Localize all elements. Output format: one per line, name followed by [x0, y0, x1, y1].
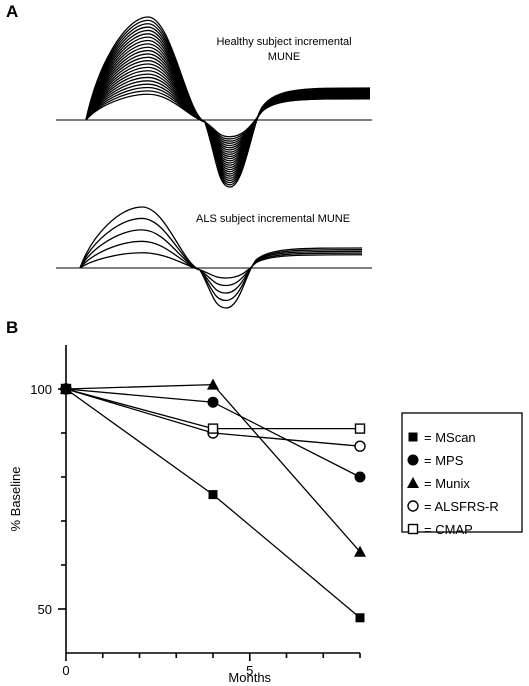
chart-axes: 50 100 0 5: [30, 345, 361, 678]
healthy-trace: [85, 53, 371, 164]
als-traces: [79, 206, 363, 309]
healthy-trace: [85, 70, 371, 153]
legend-marker-open-circle: [407, 500, 419, 512]
data-point-open-square: [354, 423, 366, 434]
series-line-filled-triangle: [65, 383, 361, 553]
y-axis-title: % Baseline: [8, 466, 23, 531]
panel-a: A Healthy subject incremental MUNE ALS s…: [6, 2, 372, 309]
x-tick-label: 0: [62, 663, 69, 678]
legend-label: = CMAP: [424, 522, 473, 537]
data-point-filled-square: [208, 490, 218, 500]
panel-a-label: A: [6, 2, 18, 21]
legend-marker-open-square: [407, 523, 419, 535]
series-lines: [65, 383, 361, 619]
x-tick-label: 5: [246, 663, 253, 678]
data-point-filled-square: [355, 613, 365, 623]
data-point-filled-triangle: [207, 378, 219, 390]
series-line-open-square: [65, 388, 360, 430]
y-tick-label: 100: [30, 382, 52, 397]
als-trace: [79, 240, 363, 287]
legend-marker-filled-square: [408, 432, 418, 442]
panel-b-label: B: [6, 318, 18, 337]
healthy-traces: [85, 16, 371, 188]
data-point-open-circle: [354, 440, 366, 452]
x-axis-title: Months: [228, 670, 271, 685]
legend-marker-filled-triangle: [407, 477, 419, 488]
healthy-trace: [85, 93, 371, 138]
data-point-filled-circle: [60, 383, 72, 395]
legend: = MScan = MPS = Munix = ALSFRS-R = CMAP: [401, 412, 523, 537]
legend-label: = MPS: [424, 453, 464, 468]
data-point-open-square: [207, 423, 219, 434]
legend-label: = ALSFRS-R: [424, 499, 499, 514]
y-tick-label: 50: [38, 602, 52, 617]
data-point-filled-circle: [207, 396, 219, 408]
legend-box: [401, 412, 523, 533]
als-title: ALS subject incremental MUNE: [196, 213, 350, 225]
healthy-title-line1: Healthy subject incremental: [216, 36, 351, 48]
legend-label: = Munix: [424, 476, 470, 491]
als-trace: [79, 229, 363, 294]
data-point-filled-triangle: [354, 545, 366, 557]
als-trace: [79, 206, 363, 309]
als-trace: [79, 217, 363, 302]
series-line-filled-square: [65, 388, 361, 619]
data-point-filled-circle: [354, 471, 366, 483]
healthy-trace: [85, 26, 371, 182]
series-markers: [60, 378, 366, 623]
als-trace: [79, 252, 363, 279]
legend-marker-filled-circle: [407, 454, 419, 466]
panel-b-chart: B 50 100 0 5 % Baseline Months = MScan = MPS…: [6, 318, 523, 685]
healthy-title-line2: MUNE: [268, 51, 300, 63]
legend-label: = MScan: [424, 430, 476, 445]
healthy-trace: [85, 16, 371, 188]
